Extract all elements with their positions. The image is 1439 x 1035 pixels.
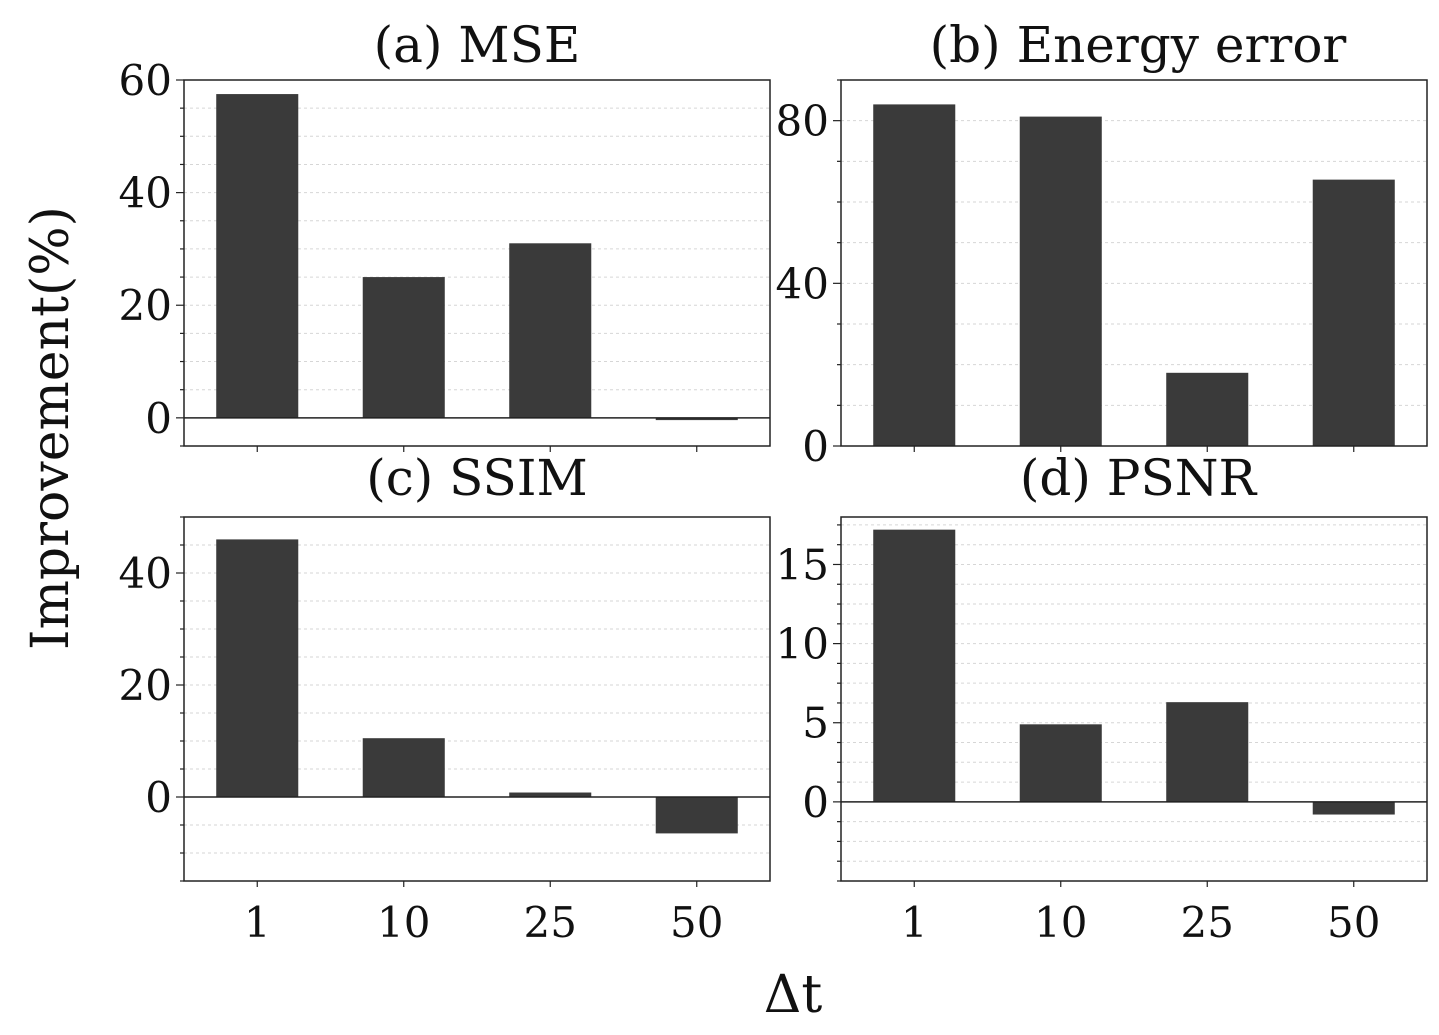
- panel-1: 0 20 40 60 (a) MSE: [119, 16, 771, 452]
- y-tick-label: 0: [802, 422, 829, 471]
- bar-1: [216, 94, 299, 418]
- panel-title: (a) MSE: [374, 16, 581, 74]
- panel-4: 1 10 25 50 0 5 10 15 (d) PSNR: [776, 449, 1428, 947]
- x-tick-label: 10: [1034, 898, 1087, 947]
- y-tick-label: 40: [119, 169, 172, 218]
- panel-2: 0 40 80 (b) Energy error: [776, 16, 1428, 471]
- x-tick-label: 10: [377, 898, 430, 947]
- panel-title: (d) PSNR: [1020, 449, 1258, 507]
- bar-10: [1019, 116, 1102, 446]
- bar-25: [1166, 702, 1249, 802]
- bar-50: [1312, 179, 1395, 446]
- bar-10: [362, 277, 445, 418]
- y-tick-label: 5: [802, 699, 829, 748]
- x-tick-label: 1: [901, 898, 928, 947]
- bar-10: [1019, 724, 1102, 802]
- axes-frame: [840, 516, 1428, 882]
- bar-25: [509, 243, 592, 418]
- x-tick-label: 50: [670, 898, 723, 947]
- bar-50: [1312, 801, 1395, 815]
- bar-25: [509, 792, 592, 797]
- y-tick-label: 80: [776, 97, 829, 146]
- x-axis-label: Δt: [764, 965, 823, 1025]
- axes-frame: [840, 79, 1428, 447]
- x-tick-label: 25: [1181, 898, 1234, 947]
- axes-frame: [183, 79, 771, 447]
- axes-frame: [183, 516, 771, 882]
- bar-50: [655, 417, 738, 421]
- panel-title: (b) Energy error: [930, 16, 1347, 74]
- y-tick-label: 15: [776, 540, 829, 589]
- bar-1: [873, 104, 956, 447]
- panel-3: 1 10 25 50 0 20 40 (c) SSIM: [119, 449, 771, 947]
- y-tick-label: 0: [145, 394, 172, 443]
- bar-50: [655, 797, 738, 834]
- bar-1: [873, 529, 956, 802]
- y-tick-label: 20: [119, 661, 172, 710]
- y-tick-label: 40: [776, 259, 829, 308]
- x-tick-label: 1: [244, 898, 271, 947]
- y-tick-label: 40: [119, 549, 172, 598]
- x-tick-label: 50: [1327, 898, 1380, 947]
- bar-10: [362, 738, 445, 797]
- y-tick-label: 20: [119, 281, 172, 330]
- panel-title: (c) SSIM: [366, 449, 587, 507]
- y-tick-label: 10: [776, 620, 829, 669]
- bar-1: [216, 539, 299, 797]
- y-axis-label: Improvement(%): [21, 206, 81, 650]
- x-tick-label: 25: [524, 898, 577, 947]
- y-tick-label: 0: [145, 773, 172, 822]
- bar-25: [1166, 372, 1249, 446]
- y-tick-label: 0: [802, 778, 829, 827]
- y-tick-label: 60: [119, 56, 172, 105]
